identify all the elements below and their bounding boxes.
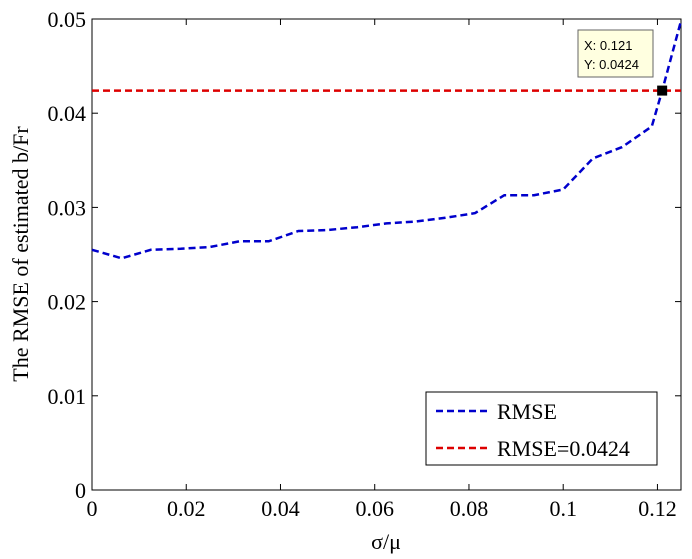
tick-labels: 0 0.02 0.04 0.06 0.08 0.1 0.12 0 0.01 0.02 0.03 0.0… [48, 7, 677, 521]
x-tick-label: 0.04 [261, 496, 300, 521]
data-tip[interactable]: X: 0.121 Y: 0.0424 [577, 29, 668, 96]
series-line-rmse [91, 20, 683, 260]
axis-ticks [91, 18, 681, 491]
series-lines [91, 20, 683, 260]
x-tick-label: 0.1 [549, 496, 577, 521]
x-tick-label: 0.08 [450, 496, 489, 521]
data-tip-marker[interactable] [657, 85, 668, 96]
legend-label-rmse-threshold: RMSE=0.0424 [497, 436, 630, 461]
x-tick-label: 0 [87, 496, 98, 521]
x-axis-label: σ/μ [371, 529, 401, 554]
legend-box [425, 391, 658, 466]
y-tick-label: 0.05 [48, 7, 87, 32]
data-tip-y: Y: 0.0424 [584, 57, 639, 72]
data-tip-x: X: 0.121 [584, 38, 632, 53]
legend-label-rmse: RMSE [497, 399, 557, 424]
y-tick-label: 0.03 [48, 195, 87, 220]
legend: RMSE RMSE=0.0424 [425, 391, 658, 466]
x-tick-label: 0.02 [167, 496, 206, 521]
y-tick-label: 0 [75, 478, 86, 503]
data-tip-box [577, 29, 654, 78]
y-tick-label: 0.04 [48, 101, 87, 126]
y-tick-label: 0.01 [48, 384, 87, 409]
y-axis-label: The RMSE of estimated b/Fr [8, 126, 33, 382]
y-tick-label: 0.02 [48, 290, 87, 315]
x-tick-label: 0.12 [638, 496, 677, 521]
x-tick-label: 0.06 [355, 496, 394, 521]
